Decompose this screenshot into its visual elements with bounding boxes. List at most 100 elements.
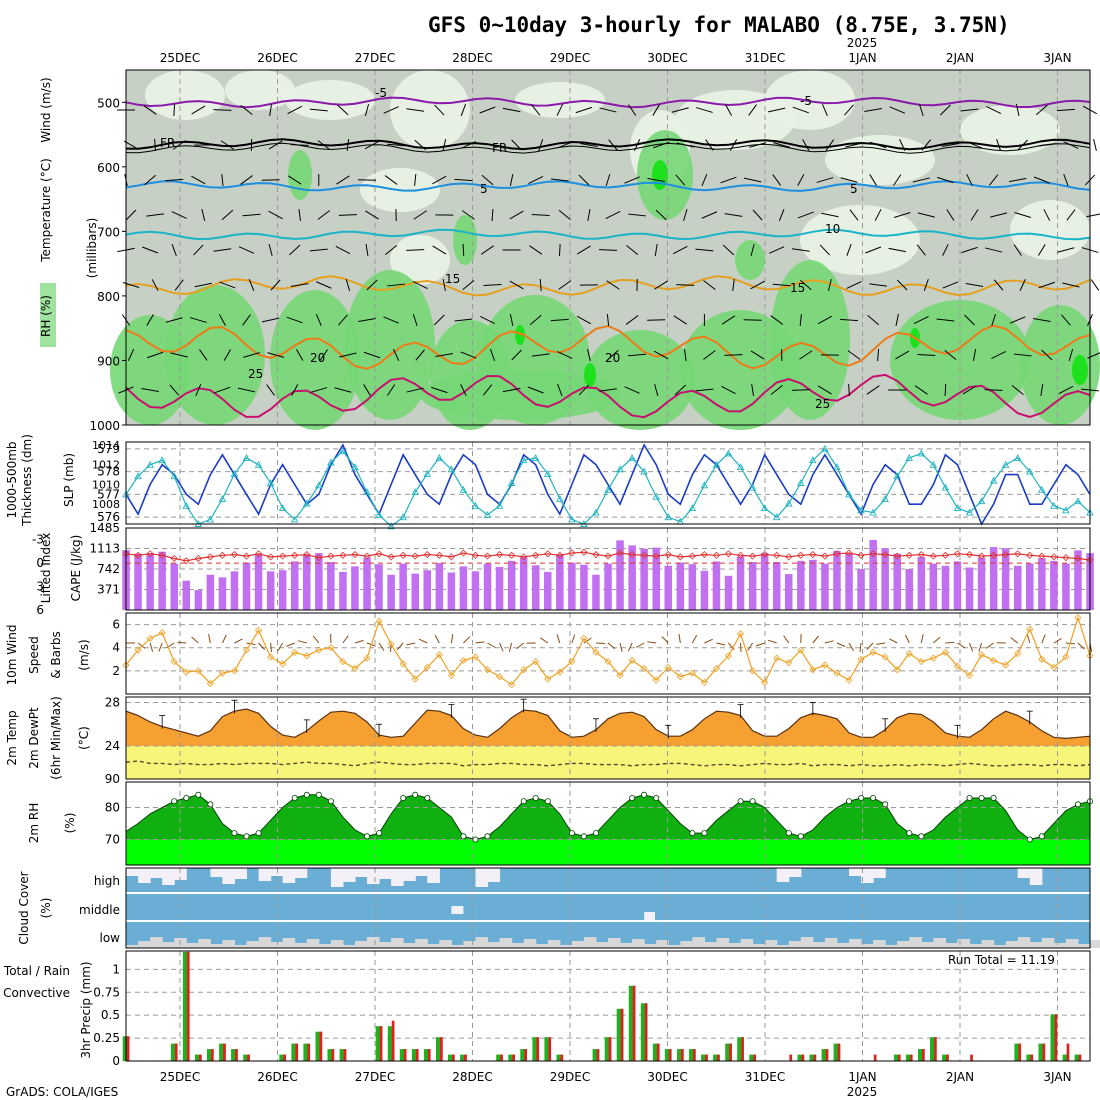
rh2m-point: [291, 795, 298, 802]
wind-barb: [558, 209, 571, 221]
lifted-index-point: [556, 551, 564, 559]
wind-speed-point: [604, 658, 612, 666]
precip-total-bar: [701, 1054, 708, 1061]
isotherm-line-double: [125, 142, 1091, 154]
cape-bar: [893, 553, 901, 610]
wind-barb: [414, 139, 426, 151]
wind-barb: [415, 349, 425, 361]
cape-bar: [917, 557, 926, 610]
wind-barb: [672, 245, 688, 255]
lifted-index-point: [158, 551, 166, 559]
cape-axis-label: CAPE (J/kg): [69, 535, 83, 602]
thickness-point: [568, 515, 576, 523]
wind-barb-10m: [286, 642, 295, 647]
wind-barb: [434, 104, 445, 116]
precip-total-bar: [279, 1054, 286, 1061]
wind-barb: [290, 144, 309, 146]
wind-barb: [626, 245, 639, 255]
run-total-label: Run Total = 11.19: [948, 953, 1055, 967]
wind-speed-point: [532, 658, 540, 666]
wind-speed-point: [182, 668, 190, 676]
precip-total-bar: [243, 1054, 250, 1061]
thickness-axis-label-unit: Thickness (dm): [20, 434, 34, 527]
cape-li-frame: [125, 527, 1091, 611]
lifted-index-point: [267, 553, 275, 561]
temp-tick-label: 28: [105, 695, 120, 709]
rh2m-point: [532, 795, 539, 802]
wind-barb: [966, 141, 983, 149]
wind-barb: [846, 244, 852, 256]
rh2m-point: [327, 798, 334, 805]
cape-bar: [375, 564, 383, 610]
lifted-index-point: [182, 557, 190, 565]
precip-total-bar: [918, 1049, 925, 1061]
wind-barb: [242, 314, 251, 326]
rh-dry-patch: [765, 70, 855, 130]
temp-unit-label: (°C): [77, 726, 91, 750]
wind-speed-point: [242, 646, 251, 654]
wind-barb-10m: [312, 635, 320, 644]
thickness-point: [531, 454, 540, 461]
rh2m-point: [412, 791, 419, 798]
wind-barb: [1017, 139, 1028, 151]
thickness-point: [1025, 467, 1034, 475]
wind-speed-point: [857, 655, 865, 663]
precip-total-bar: [448, 1054, 455, 1061]
thickness-point: [917, 449, 926, 457]
cape-bar: [495, 566, 504, 610]
cloud-low-segment: [596, 942, 609, 948]
wind-barb: [676, 142, 694, 148]
wind-barb: [1090, 279, 1100, 291]
wind-barb: [770, 385, 783, 395]
precip-total-bar: [219, 1043, 226, 1061]
wind-barb: [624, 386, 640, 394]
precip-total-bar: [1014, 1043, 1021, 1061]
thickness-point: [772, 513, 781, 521]
wind-barb: [363, 384, 371, 396]
wind-barb: [996, 138, 1002, 152]
wind-barb: [269, 103, 273, 117]
cloud-panel: high middle low: [79, 868, 1100, 948]
wind-barb: [721, 315, 736, 325]
cape-bar: [568, 562, 576, 610]
wind-barb: [917, 212, 935, 218]
thickness-point: [230, 469, 239, 477]
rh2m-point: [363, 833, 370, 840]
wind-barb: [750, 350, 765, 360]
wind-speed-point: [339, 658, 347, 666]
date-tick-label-bottom: 3JAN: [1043, 1070, 1071, 1084]
wind-barb: [462, 243, 465, 257]
precip-convective-bar: [379, 1026, 383, 1061]
cloud-high-clear-segment: [355, 868, 368, 877]
wind-barb: [243, 352, 260, 358]
wind-speed-point: [544, 675, 552, 683]
wind-barb-10m: [418, 638, 428, 644]
wind-barb: [385, 245, 398, 255]
cloud-low-segment: [1017, 937, 1031, 948]
cloud-level-label: high: [94, 874, 120, 888]
cloud-high-clear-segment: [138, 868, 151, 883]
wind-barb: [732, 278, 735, 292]
thickness-tick-label: 576: [97, 510, 120, 524]
wind-speed-point: [423, 663, 431, 671]
wind-barb: [848, 383, 850, 397]
rh-saturated-blob: [1072, 355, 1088, 385]
cape-bar: [700, 570, 709, 610]
wind-barb: [724, 104, 733, 116]
lifted-index-point: [218, 551, 226, 559]
rh2m-point: [906, 830, 913, 837]
wind-barb-10m: [396, 642, 404, 651]
cloud-high-clear-segment: [342, 868, 356, 882]
cape-bar: [821, 563, 829, 610]
wind-barb: [628, 353, 647, 357]
precip-frame: [125, 950, 1091, 1062]
pressure-tick-label: 700: [97, 225, 120, 239]
precip-total-bar: [207, 1049, 214, 1061]
wind-barb: [921, 139, 932, 151]
wind-barb-10m: [571, 634, 576, 644]
cloud-low-segment: [282, 938, 296, 948]
rh-dry-patch: [515, 82, 605, 118]
cloud-low-segment: [186, 943, 199, 948]
wind-speed-point: [664, 663, 672, 671]
wind-barb: [654, 280, 669, 290]
